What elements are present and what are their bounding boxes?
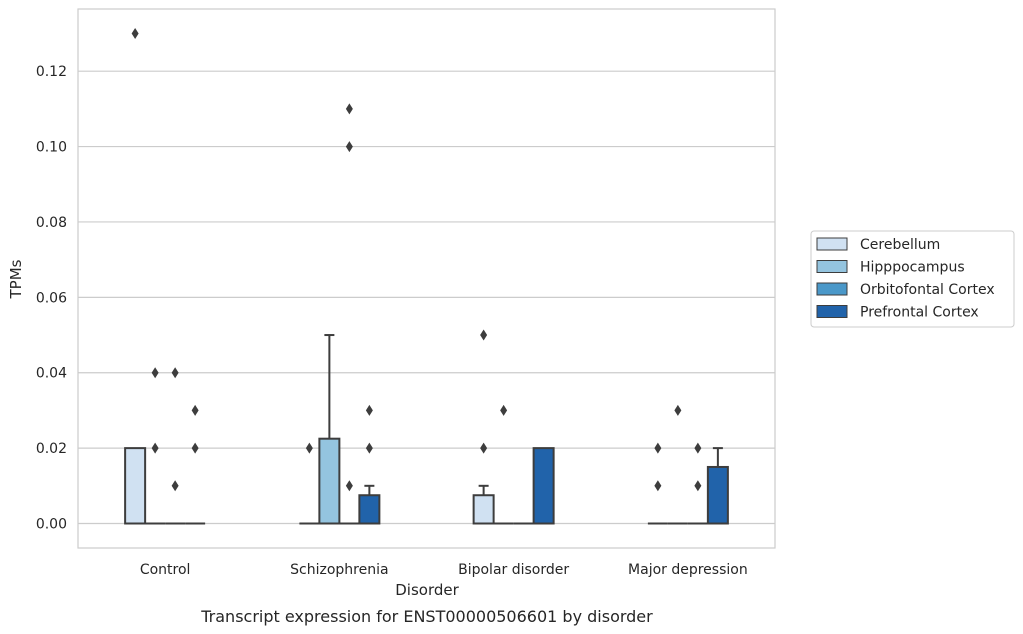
x-tick-label: Bipolar disorder (458, 562, 569, 578)
box-hipppocampus (493, 404, 514, 525)
outlier-point (480, 329, 488, 341)
outlier-point (694, 442, 702, 454)
outlier-point (365, 442, 373, 454)
chart-caption: Transcript expression for ENST0000050660… (200, 607, 653, 626)
x-tick-label: Major depression (628, 562, 748, 578)
x-tick-label: Control (140, 562, 191, 578)
legend-swatch (816, 260, 848, 273)
outlier-point (151, 442, 159, 454)
outlier-point (151, 367, 159, 379)
box-prefrontal-cortex (185, 404, 206, 525)
outlier-point (654, 480, 662, 492)
legend: Cerebellum Hipppocampus Orbitofontal Corte… (810, 230, 1015, 328)
outlier-point (345, 141, 353, 153)
y-tick-label: 0.02 (36, 441, 67, 457)
y-tick-label: 0.00 (36, 517, 67, 533)
outlier-point (131, 28, 139, 39)
y-tick-label: 0.04 (36, 366, 67, 382)
box-hipppocampus (318, 334, 341, 525)
outlier-point (654, 442, 662, 454)
legend-entry: Hipppocampus (860, 260, 965, 276)
x-axis-label: Disorder (395, 581, 459, 599)
legend-swatch (816, 282, 848, 296)
legend-swatch (816, 305, 848, 318)
box-orbitofontal-cortex (165, 367, 186, 525)
box-body (124, 447, 147, 525)
outlier-point (480, 442, 488, 454)
outlier-point (694, 480, 702, 492)
box-hipppocampus (667, 404, 688, 525)
box-prefrontal-cortex (532, 447, 555, 525)
outlier-point (500, 404, 508, 416)
y-tick-label: 0.06 (36, 290, 67, 306)
y-tick-label: 0.08 (36, 215, 67, 231)
box-cerebellum (299, 442, 320, 525)
outlier-point (345, 480, 353, 492)
box-orbitofontal-cortex (687, 442, 708, 525)
box-cerebellum (647, 442, 668, 525)
outlier-point (674, 404, 682, 416)
box-body (532, 447, 555, 525)
outlier-point (305, 442, 313, 454)
box-body (318, 437, 341, 525)
box-cerebellum (472, 329, 495, 525)
outlier-point (171, 480, 179, 492)
outlier-point (191, 404, 199, 416)
box-hipppocampus (145, 367, 166, 525)
plot-frame (77, 8, 776, 549)
legend-entry: Orbitofontal Cortex (860, 282, 995, 298)
x-tick-labels: Control Schizophrenia Bipolar disorder Majo… (140, 562, 748, 578)
legend-frame (810, 230, 1015, 328)
box-prefrontal-cortex (706, 447, 729, 525)
outlier-point (171, 367, 179, 379)
outlier-point (365, 404, 373, 416)
x-tick-label: Schizophrenia (290, 562, 388, 578)
gridlines (78, 70, 775, 525)
legend-entry: Cerebellum (860, 237, 940, 253)
box-prefrontal-cortex (358, 404, 381, 525)
plot-marks (124, 28, 729, 525)
box-body (358, 494, 381, 525)
y-axis-label: TPMs (7, 259, 25, 299)
y-tick-label: 0.12 (36, 64, 67, 80)
y-tick-labels: 0.00 0.02 0.04 0.06 0.08 0.10 0.12 (36, 64, 67, 532)
outlier-point (191, 442, 199, 454)
box-cerebellum (124, 28, 147, 525)
y-tick-label: 0.10 (36, 140, 67, 156)
box-body (706, 465, 729, 525)
outlier-point (345, 103, 353, 115)
legend-entry: Prefrontal Cortex (860, 305, 979, 321)
box-orbitofontal-cortex (339, 103, 360, 525)
legend-swatch (816, 237, 848, 251)
box-body (472, 494, 495, 525)
